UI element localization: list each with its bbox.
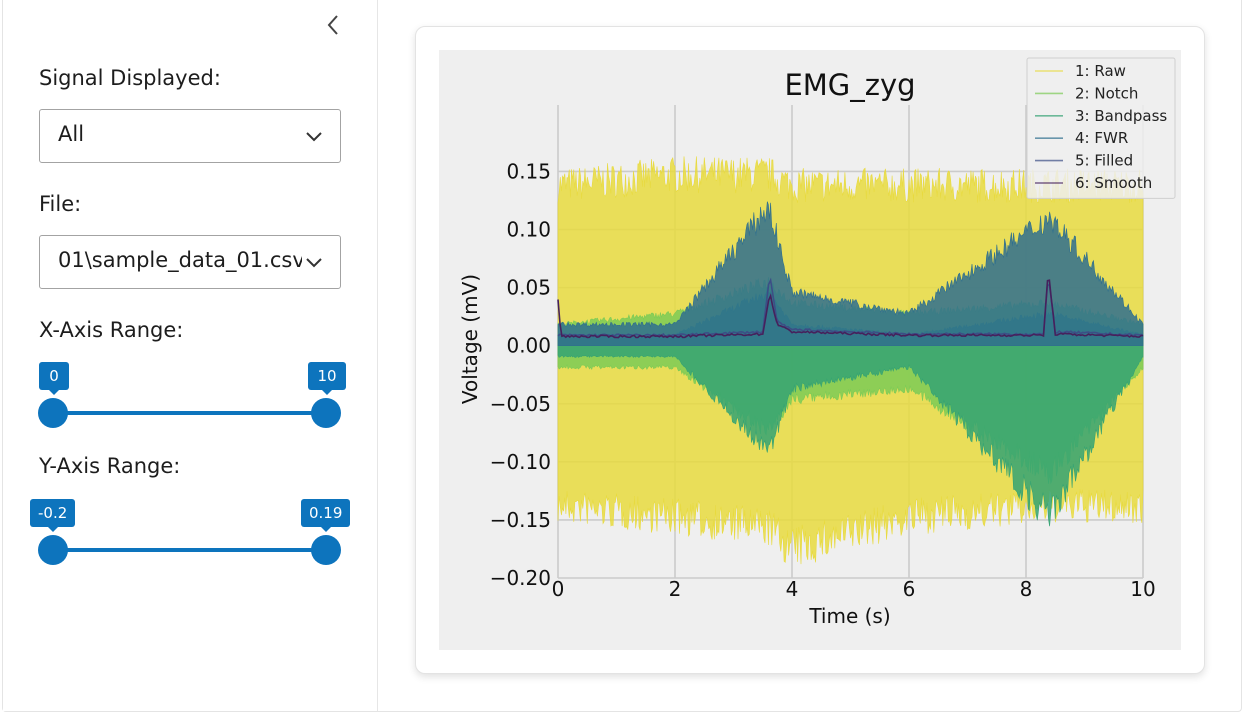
legend-entry: 5: Filled — [1075, 152, 1133, 170]
collapse-sidebar-button[interactable] — [321, 10, 345, 40]
y-tick-label: −0.15 — [490, 508, 551, 532]
file-select-value: 01\sample_data_01.csv — [58, 248, 304, 272]
chevron-down-icon — [302, 254, 322, 270]
sidebar: Signal Displayed: All File: 01\sample_da… — [3, 0, 378, 711]
signal-select[interactable]: All — [39, 109, 341, 163]
x-range-min-tooltip: 0 — [39, 362, 69, 395]
series-line — [557, 279, 1144, 339]
y-range-min-handle[interactable] — [38, 535, 68, 565]
series-band — [557, 201, 1144, 347]
chart-title: EMG_zyg — [784, 68, 915, 102]
x-tick-label: 10 — [1130, 577, 1155, 601]
x-tick-label: 0 — [552, 577, 565, 601]
chart-legend: 1: Raw 2: Notch 3: Bandpass 4: FWR 5: Filled… — [1026, 57, 1176, 199]
x-tick-label: 8 — [1020, 577, 1033, 601]
legend-entry: 1: Raw — [1075, 62, 1126, 80]
legend-entry: 3: Bandpass — [1075, 107, 1167, 125]
y-range-max-tooltip: 0.19 — [301, 499, 351, 532]
y-tick-label: 0.10 — [506, 218, 551, 242]
legend-box — [1026, 57, 1176, 199]
y-range-track[interactable] — [55, 548, 329, 552]
legend-entry: 2: Notch — [1075, 84, 1138, 102]
y-range-max-handle[interactable] — [311, 535, 341, 565]
y-tick-label: −0.20 — [490, 566, 551, 590]
chevron-left-icon — [327, 15, 338, 35]
x-range-track[interactable] — [55, 411, 329, 415]
file-select[interactable]: 01\sample_data_01.csv — [39, 235, 341, 289]
y-tick-label: −0.05 — [490, 392, 551, 416]
x-tick-label: 4 — [786, 577, 799, 601]
y-tick-label: 0.00 — [506, 334, 551, 358]
legend-entry: 4: FWR — [1075, 129, 1128, 147]
x-range-max-tooltip: 10 — [308, 362, 346, 395]
file-label: File: — [39, 192, 82, 216]
x-axis-ticks: 0 2 4 6 8 10 — [552, 577, 1156, 601]
chart-series — [557, 156, 1144, 565]
x-range-label: X-Axis Range: — [39, 318, 184, 342]
signal-label: Signal Displayed: — [39, 66, 221, 90]
x-range-max-handle[interactable] — [311, 398, 341, 428]
x-tick-label: 2 — [669, 577, 682, 601]
y-axis-label: Voltage (mV) — [458, 274, 482, 404]
signal-select-value: All — [58, 122, 85, 146]
y-range-label: Y-Axis Range: — [39, 454, 181, 478]
x-axis-label: Time (s) — [808, 604, 890, 628]
chevron-down-icon — [302, 128, 322, 144]
x-range-min-handle[interactable] — [38, 398, 68, 428]
y-tick-label: −0.10 — [490, 450, 551, 474]
chart-svg: EMG_zyg 0 2 4 6 8 10 0.15 0.10 0.05 0.00 −0.05 −0.… — [439, 50, 1181, 650]
y-range-min-tooltip: -0.2 — [30, 499, 76, 532]
x-tick-label: 6 — [903, 577, 916, 601]
y-axis-ticks: 0.15 0.10 0.05 0.00 −0.05 −0.10 −0.15 −0.20 — [490, 159, 551, 590]
legend-entry: 6: Smooth — [1075, 174, 1152, 192]
emg-chart: EMG_zyg 0 2 4 6 8 10 0.15 0.10 0.05 0.00 −0.05 −0.… — [439, 50, 1181, 650]
y-tick-label: 0.05 — [506, 276, 551, 300]
y-tick-label: 0.15 — [506, 159, 551, 183]
